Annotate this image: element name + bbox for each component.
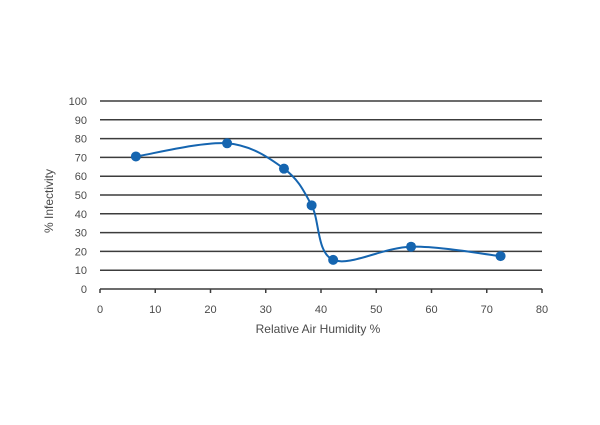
y-tick-label: 0 bbox=[81, 284, 87, 296]
data-point bbox=[222, 138, 233, 149]
data-point bbox=[306, 200, 317, 211]
x-tick-label: 20 bbox=[204, 304, 216, 316]
data-point bbox=[495, 251, 506, 262]
x-tick-label: 60 bbox=[425, 304, 437, 316]
y-tick-label: 50 bbox=[75, 190, 87, 202]
y-tick-label: 70 bbox=[75, 152, 87, 164]
y-tick-label: 90 bbox=[75, 115, 87, 127]
y-tick-label: 40 bbox=[75, 209, 87, 221]
y-tick-label: 10 bbox=[75, 265, 87, 277]
y-tick-label: 80 bbox=[75, 134, 87, 146]
x-tick-label: 50 bbox=[370, 304, 382, 316]
data-point bbox=[130, 151, 141, 162]
grid-lines bbox=[100, 100, 542, 290]
y-tick-label: 30 bbox=[75, 228, 87, 240]
x-tick-label: 70 bbox=[481, 304, 493, 316]
x-axis-title: Relative Air Humidity % bbox=[256, 322, 381, 336]
x-tick-label: 0 bbox=[97, 304, 103, 316]
data-point bbox=[278, 163, 289, 174]
x-tick-labels: 0 10 20 30 40 50 60 70 80 bbox=[97, 289, 548, 316]
x-tick-label: 30 bbox=[260, 304, 272, 316]
y-axis-title: % Infectivity bbox=[42, 169, 56, 233]
y-tick-labels: 0 10 20 30 40 50 60 70 80 90 100 bbox=[69, 96, 87, 296]
y-tick-label: 20 bbox=[75, 246, 87, 258]
x-tick-label: 40 bbox=[315, 304, 327, 316]
y-tick-label: 100 bbox=[69, 96, 87, 108]
x-tick-label: 80 bbox=[536, 304, 548, 316]
y-tick-label: 60 bbox=[75, 171, 87, 183]
series-group bbox=[130, 138, 506, 265]
data-point bbox=[406, 241, 417, 252]
x-tick-label: 10 bbox=[149, 304, 161, 316]
data-point bbox=[328, 254, 339, 265]
series-line bbox=[135, 142, 501, 263]
